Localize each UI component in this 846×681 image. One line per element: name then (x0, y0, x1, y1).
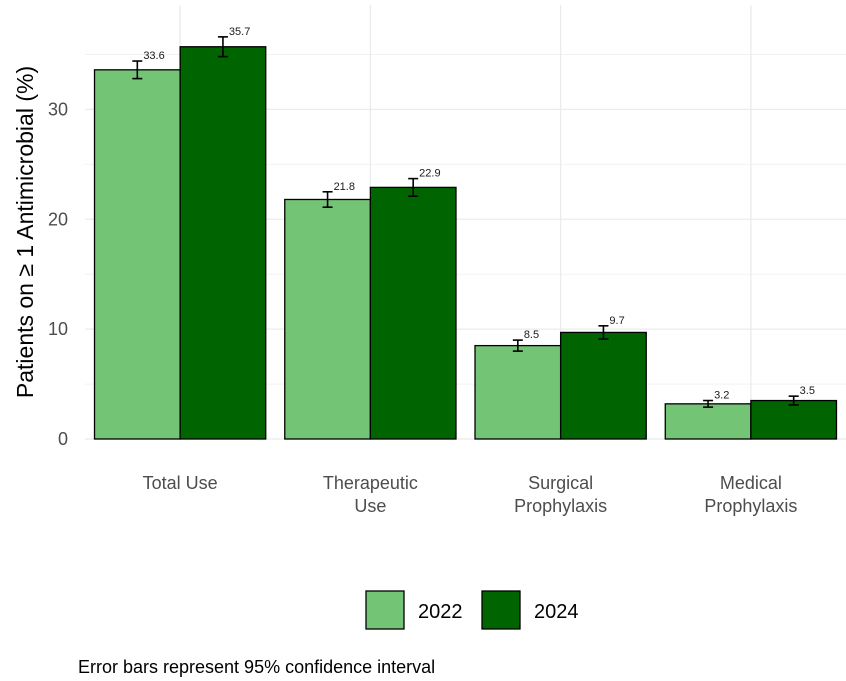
bar (284, 198, 372, 440)
x-tick-label: Total Use (143, 473, 218, 493)
legend-label: 2024 (534, 601, 579, 623)
bar (369, 186, 457, 440)
data-label: 22.9 (419, 168, 440, 180)
legend-label: 2022 (418, 601, 463, 623)
data-label: 35.7 (229, 26, 250, 38)
x-tick-label: Surgical Prophylaxis (514, 473, 607, 516)
y-axis-title: Patients on ≥ 1 Antimicrobial (%) (12, 66, 38, 398)
y-tick-label: 30 (48, 99, 68, 119)
y-tick-labels: 0 10 20 30 (48, 99, 68, 449)
legend-swatch (365, 590, 405, 630)
y-tick-label: 10 (48, 319, 68, 339)
bar (93, 69, 181, 440)
x-tick-labels: Total Use Therapeutic Use Surgical Prophylax… (143, 473, 798, 516)
bar (664, 403, 752, 440)
data-label: 21.8 (334, 181, 355, 193)
data-label: 3.2 (714, 390, 729, 402)
y-tick-label: 20 (48, 209, 68, 229)
data-labels: 33.6 21.8 8.5 3.2 35.7 22.9 9.7 3.5 (143, 26, 815, 402)
error-bars (132, 36, 799, 408)
chart-caption: Error bars represent 95% confidence inte… (78, 657, 435, 677)
bar (559, 331, 647, 440)
x-tick-label: Therapeutic Use (323, 473, 418, 516)
data-label: 33.6 (143, 50, 164, 62)
data-label: 3.5 (800, 385, 815, 397)
data-label: 8.5 (524, 329, 539, 341)
legend: 2022 2024 (365, 590, 579, 630)
bars (93, 46, 838, 440)
bar (750, 399, 838, 440)
legend-swatch (481, 590, 521, 630)
bar (474, 344, 562, 440)
data-label: 9.7 (609, 315, 624, 327)
x-tick-label: Medical Prophylaxis (704, 473, 797, 516)
bar (179, 46, 267, 440)
y-tick-label: 0 (58, 429, 68, 449)
